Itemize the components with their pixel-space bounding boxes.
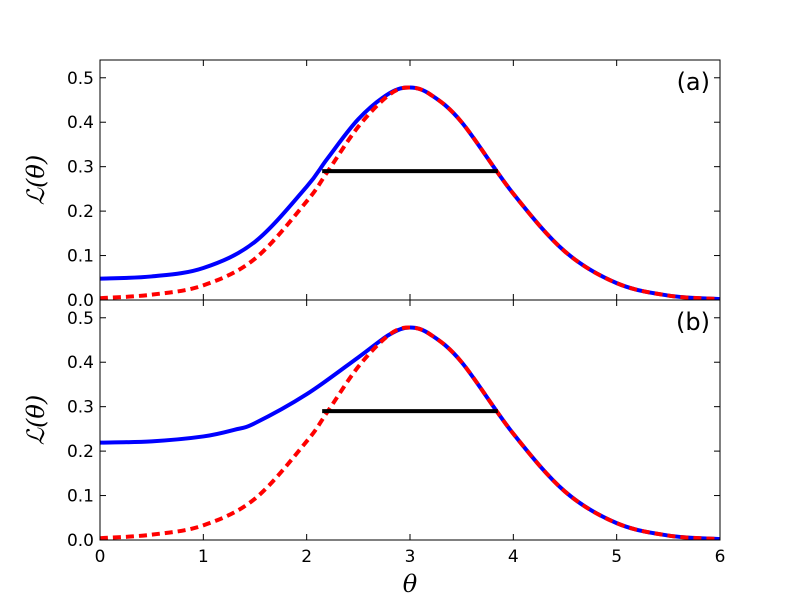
y-tick-label-b-1: 0.1: [67, 487, 94, 507]
plot-frame-a: [99, 59, 721, 301]
panel-a: 0.0 0.1 0.2 0.3 0.4 0.5 (a) ℒ(θ): [22, 59, 721, 311]
y-tick-label-b-4: 0.4: [67, 353, 94, 373]
y-axis-label-a: ℒ(θ): [22, 155, 50, 205]
x-tick-label-b-6: 6: [715, 547, 726, 567]
plot-frame-b: [99, 299, 721, 541]
series-group-b: [100, 325, 720, 540]
y-tick-label-b-0: 0.0: [67, 531, 94, 551]
panel-label-b: (b): [676, 308, 710, 336]
y-tick-label-a-0: 0.0: [67, 291, 94, 311]
y-tick-label-b-2: 0.2: [67, 442, 94, 462]
x-tick-label-b-1: 1: [198, 547, 209, 567]
y-tick-label-b-3: 0.3: [67, 398, 94, 418]
panel-label-a: (a): [677, 68, 710, 96]
series-a-0-line: [100, 85, 720, 300]
series-b-1-line: [100, 325, 720, 540]
y-tick-label-a-4: 0.4: [67, 113, 94, 133]
y-tick-label-a-3: 0.3: [67, 158, 94, 178]
x-tick-label-b-3: 3: [405, 547, 416, 567]
panel-b: 0.0 0.1 0.2 0.3 0.4 0.5 0 1 2 3 4 5 6 (b) ℒ(θ) θ: [22, 299, 726, 598]
y-tick-label-b-5: 0.5: [67, 309, 94, 329]
series-group-a: [100, 85, 720, 300]
series-a-1-line: [100, 85, 720, 300]
y-tick-label-a-5: 0.5: [67, 69, 94, 89]
x-tick-label-b-5: 5: [611, 547, 622, 567]
y-axis-label-b: ℒ(θ): [22, 395, 50, 445]
series-b-0-line: [100, 325, 720, 540]
x-axis-label-b: θ: [403, 570, 418, 598]
x-tick-label-b-2: 2: [301, 547, 312, 567]
y-tick-label-a-1: 0.1: [67, 247, 94, 267]
x-tick-label-b-4: 4: [508, 547, 519, 567]
y-tick-label-a-2: 0.2: [67, 202, 94, 222]
x-tick-label-b-0: 0: [95, 547, 106, 567]
